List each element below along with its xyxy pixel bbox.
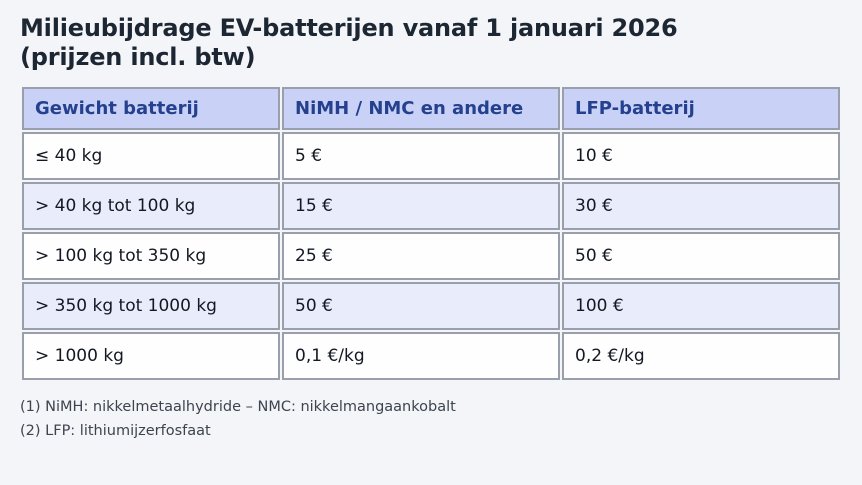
weight-range-cell: > 1000 kg: [22, 332, 280, 380]
page-title: Milieubijdrage EV-batterijen vanaf 1 jan…: [20, 14, 842, 72]
nimh-nmc-price-cell: 50 €: [282, 282, 560, 330]
lfp-price-cell: 100 €: [562, 282, 840, 330]
table-row: > 100 kg tot 350 kg 25 € 50 €: [22, 232, 840, 280]
table-row: > 40 kg tot 100 kg 15 € 30 €: [22, 182, 840, 230]
lfp-price-cell: 10 €: [562, 132, 840, 180]
table-row: > 1000 kg 0,1 €/kg 0,2 €/kg: [22, 332, 840, 380]
ev-battery-contribution-table: Gewicht batterij NiMH / NMC en andere LF…: [20, 85, 842, 382]
weight-range-cell: > 40 kg tot 100 kg: [22, 182, 280, 230]
page-title-line-2: (prijzen incl. btw): [20, 43, 256, 71]
weight-range-cell: ≤ 40 kg: [22, 132, 280, 180]
lfp-price-cell: 0,2 €/kg: [562, 332, 840, 380]
weight-range-cell: > 100 kg tot 350 kg: [22, 232, 280, 280]
footnotes: (1) NiMH: nikkelmetaalhydride – NMC: nik…: [20, 395, 842, 443]
footnote-nimh-nmc: (1) NiMH: nikkelmetaalhydride – NMC: nik…: [20, 399, 456, 415]
table-row: ≤ 40 kg 5 € 10 €: [22, 132, 840, 180]
column-header-battery-weight: Gewicht batterij: [22, 87, 280, 130]
nimh-nmc-price-cell: 25 €: [282, 232, 560, 280]
lfp-price-cell: 50 €: [562, 232, 840, 280]
column-header-lfp: LFP-batterij: [562, 87, 840, 130]
table-row: > 350 kg tot 1000 kg 50 € 100 €: [22, 282, 840, 330]
nimh-nmc-price-cell: 5 €: [282, 132, 560, 180]
lfp-price-cell: 30 €: [562, 182, 840, 230]
page: Milieubijdrage EV-batterijen vanaf 1 jan…: [20, 14, 842, 443]
column-header-nimh-nmc: NiMH / NMC en andere: [282, 87, 560, 130]
page-title-line-1: Milieubijdrage EV-batterijen vanaf 1 jan…: [20, 14, 678, 42]
weight-range-cell: > 350 kg tot 1000 kg: [22, 282, 280, 330]
table-header-row: Gewicht batterij NiMH / NMC en andere LF…: [22, 87, 840, 130]
nimh-nmc-price-cell: 15 €: [282, 182, 560, 230]
footnote-lfp: (2) LFP: lithiumijzerfosfaat: [20, 423, 211, 439]
nimh-nmc-price-cell: 0,1 €/kg: [282, 332, 560, 380]
